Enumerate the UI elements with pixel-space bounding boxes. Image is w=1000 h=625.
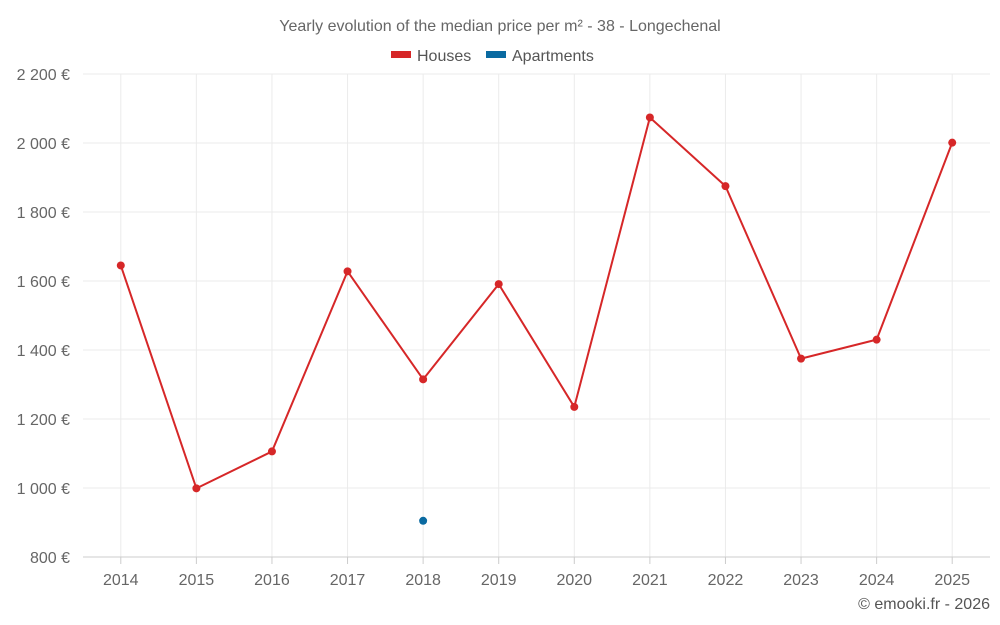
data-point-houses-2018[interactable] <box>419 375 428 384</box>
legend-swatch-houses <box>391 51 411 58</box>
grid <box>83 73 990 557</box>
x-tick-label: 2014 <box>103 572 139 589</box>
x-tick-label: 2020 <box>556 572 592 589</box>
legend-item-houses[interactable]: Houses <box>391 48 471 65</box>
x-tick-label: 2016 <box>254 572 290 589</box>
legend-label-apartments: Apartments <box>512 48 594 65</box>
x-tick-label: 2015 <box>179 572 215 589</box>
data-point-houses-2017[interactable] <box>343 267 352 276</box>
legend-label-houses: Houses <box>417 48 471 65</box>
x-tick-label: 2021 <box>632 572 668 589</box>
axes: 800 € 1 000 € 1 200 € 1 400 € 1 600 € 1 800 €… <box>17 67 990 589</box>
legend-item-apartments[interactable]: Apartments <box>486 48 594 65</box>
credit: © emooki.fr - 2026 <box>858 596 990 613</box>
data-point-houses-2023[interactable] <box>797 354 806 363</box>
x-tick-label: 2018 <box>405 572 441 589</box>
x-tick-label: 2019 <box>481 572 517 589</box>
x-tick-label: 2022 <box>708 572 744 589</box>
x-tick-label: 2024 <box>859 572 895 589</box>
data-point-houses-2016[interactable] <box>267 447 276 456</box>
y-tick-label: 1 200 € <box>17 412 70 429</box>
y-tick-label: 2 000 € <box>17 136 70 153</box>
data-point-houses-2020[interactable] <box>570 402 579 411</box>
x-tick-label: 2017 <box>330 572 366 589</box>
y-tick-label: 1 800 € <box>17 205 70 222</box>
series-line-houses <box>119 116 954 490</box>
data-point-houses-2024[interactable] <box>872 335 881 344</box>
y-tick-label: 1 600 € <box>17 274 70 291</box>
data-point-houses-2015[interactable] <box>192 484 201 493</box>
series <box>116 113 957 525</box>
x-tick-label: 2023 <box>783 572 819 589</box>
legend-swatch-apartments <box>486 51 506 58</box>
data-point-apartments-2018[interactable] <box>419 516 428 525</box>
y-tick-label: 2 200 € <box>17 67 70 84</box>
legend: Houses Apartments <box>391 48 594 65</box>
y-tick-label: 1 000 € <box>17 481 70 498</box>
chart-title: Yearly evolution of the median price per… <box>279 18 720 35</box>
x-tick-label: 2025 <box>934 572 970 589</box>
data-point-houses-2019[interactable] <box>494 280 503 289</box>
y-tick-label: 800 € <box>30 550 70 567</box>
data-point-houses-2014[interactable] <box>116 261 125 270</box>
data-point-houses-2025[interactable] <box>948 138 957 147</box>
data-point-houses-2022[interactable] <box>721 182 730 191</box>
y-tick-label: 1 400 € <box>17 343 70 360</box>
data-point-houses-2021[interactable] <box>645 113 654 122</box>
